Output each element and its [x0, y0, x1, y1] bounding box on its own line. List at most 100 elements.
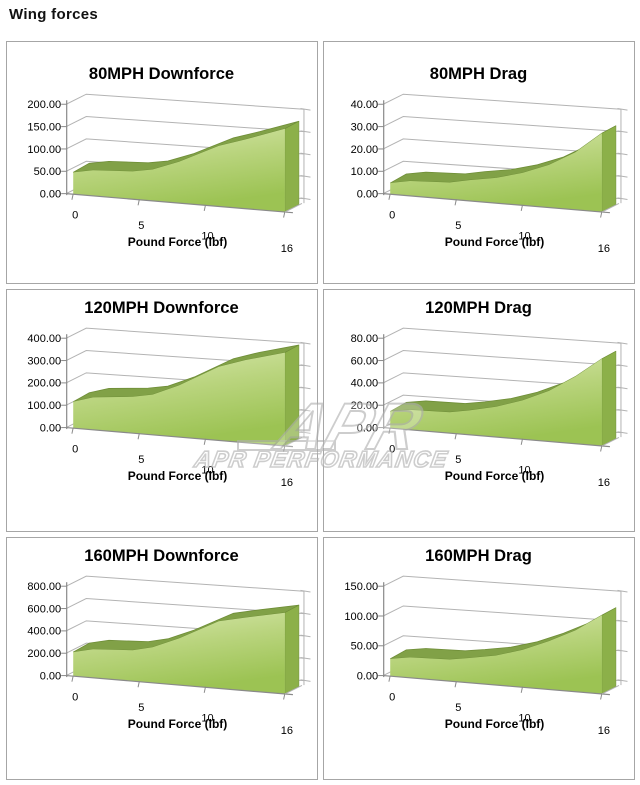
y-axis-tick-label: 400.00 [27, 333, 61, 345]
x-axis-tick [71, 193, 74, 200]
chart-title: 80MPH Drag [430, 64, 527, 83]
x-axis-line [66, 674, 293, 696]
area-series-side-face [284, 120, 300, 213]
x-axis-tick-label: 0 [389, 692, 395, 704]
floor-right-edge [601, 203, 620, 213]
x-axis-tick-label: 16 [598, 477, 610, 489]
depth-axis-tick [617, 386, 628, 390]
y-axis-tick-label: 20.00 [351, 144, 379, 156]
x-axis-tick-label: 16 [598, 243, 610, 255]
depth-axis-tick [617, 431, 628, 434]
x-axis-title: Pound Force (lbf) [445, 469, 545, 483]
gridline [382, 116, 621, 133]
gridline [65, 116, 304, 133]
y-axis-tick-label: 0.00 [357, 670, 378, 682]
chart-title: 80MPH Downforce [89, 64, 234, 83]
x-axis-tick-label: 5 [455, 702, 461, 714]
x-axis-tick-label: 0 [72, 210, 78, 222]
y-axis-tick-label: 40.00 [351, 99, 379, 111]
x-axis-title: Pound Force (lbf) [128, 235, 228, 249]
x-axis-tick [137, 199, 140, 206]
x-axis-tick-label: 5 [138, 702, 144, 714]
chart-80mph-drag: 0 5 10 16 0.00 10.00 20.00 30.00 40.00 80MPH Drag… [351, 64, 628, 255]
y-axis-tick-label: 0.00 [40, 422, 61, 434]
x-axis-tick [520, 686, 524, 693]
x-axis-tick-label: 16 [281, 477, 293, 489]
depth-axis-tick [617, 197, 628, 200]
chart-title: 160MPH Downforce [84, 546, 238, 565]
x-axis-tick-label: 10 [201, 712, 213, 724]
y-axis-tick-label: 100.00 [27, 400, 61, 412]
x-axis-tick-label: 5 [138, 454, 144, 466]
x-axis-tick [388, 427, 391, 434]
y-axis-tick-label: 400.00 [27, 626, 61, 638]
chart-title: 160MPH Drag [425, 546, 532, 565]
x-axis-tick-label: 5 [455, 220, 461, 232]
chart-160mph-drag: 0 5 10 16 0.00 50.00 100.00 150.00 160MPH Drag Po… [344, 546, 628, 737]
area-series [390, 358, 602, 446]
x-axis-tick-label: 10 [201, 230, 213, 242]
x-axis-tick [71, 427, 74, 434]
x-axis-tick-label: 0 [389, 444, 395, 456]
x-axis-tick [520, 438, 524, 445]
x-axis-tick-label: 10 [518, 712, 530, 724]
depth-axis-tick [617, 408, 628, 412]
y-axis-tick-label: 200.00 [27, 378, 61, 390]
charts-grid: 0 5 10 16 0.00 50.00 100.00 150.00 200.00 80MPH D… [6, 41, 635, 780]
x-axis-tick [600, 211, 603, 218]
x-axis-tick-label: 5 [455, 454, 461, 466]
x-axis-tick [203, 204, 207, 211]
floor-right-edge [601, 436, 620, 447]
x-axis-tick [203, 686, 207, 693]
x-axis-tick-label: 16 [598, 725, 610, 737]
gridline [65, 93, 304, 110]
area-series-side-face [601, 607, 617, 695]
gridline [65, 597, 304, 615]
x-axis-tick-label: 10 [518, 464, 530, 476]
area-series [73, 128, 285, 213]
depth-axis-tick [617, 589, 628, 593]
y-axis-tick-label: 0.00 [357, 188, 378, 200]
y-axis-tick-label: 60.00 [351, 355, 379, 367]
chart-panel-120mph-drag: 0 5 10 16 0.00 20.00 40.00 60.00 80.00 120MPH Dra… [323, 289, 635, 532]
depth-axis-tick [617, 619, 628, 623]
depth-axis-tick [300, 656, 311, 660]
gridline [382, 138, 621, 155]
depth-axis-tick [300, 152, 311, 156]
y-axis-tick-label: 800.00 [27, 581, 61, 593]
gridline [65, 327, 304, 344]
chart-title: 120MPH Drag [425, 298, 532, 317]
depth-axis-tick [300, 197, 311, 200]
depth-axis-tick [300, 679, 311, 682]
chart-title: 120MPH Downforce [84, 298, 238, 317]
x-axis-line [383, 426, 610, 448]
depth-axis-tick [300, 107, 311, 111]
depth-axis-tick [617, 649, 628, 653]
y-axis-tick-label: 100.00 [344, 611, 378, 623]
y-axis-tick-label: 50.00 [34, 166, 62, 178]
depth-axis-tick [300, 130, 311, 133]
depth-axis-tick [300, 341, 311, 345]
chart-panel-80mph-downforce: 0 5 10 16 0.00 50.00 100.00 150.00 200.00 80MPH D… [6, 41, 318, 284]
area-series [390, 615, 602, 694]
y-axis-tick-label: 0.00 [40, 188, 61, 200]
x-axis-tick-label: 5 [138, 220, 144, 232]
gridline [382, 372, 621, 389]
area-series-side-face [284, 344, 300, 447]
depth-axis-tick [300, 175, 311, 178]
x-axis-tick [137, 681, 140, 688]
depth-axis-tick [300, 408, 311, 412]
x-axis-tick-label: 0 [72, 692, 78, 704]
gridline [382, 327, 621, 344]
x-axis-tick-label: 16 [281, 243, 293, 255]
x-axis-tick-label: 0 [389, 210, 395, 222]
gridline [65, 575, 304, 592]
x-axis-tick [454, 433, 457, 440]
chart-160mph-downforce: 0 5 10 16 0.00 200.00 400.00 600.00 800.00 160MPH… [27, 546, 311, 737]
y-axis-tick-label: 80.00 [351, 333, 379, 345]
x-axis-tick [600, 693, 603, 700]
depth-axis-tick [617, 130, 628, 133]
area-series [73, 352, 285, 446]
x-axis-title: Pound Force (lbf) [445, 235, 545, 249]
